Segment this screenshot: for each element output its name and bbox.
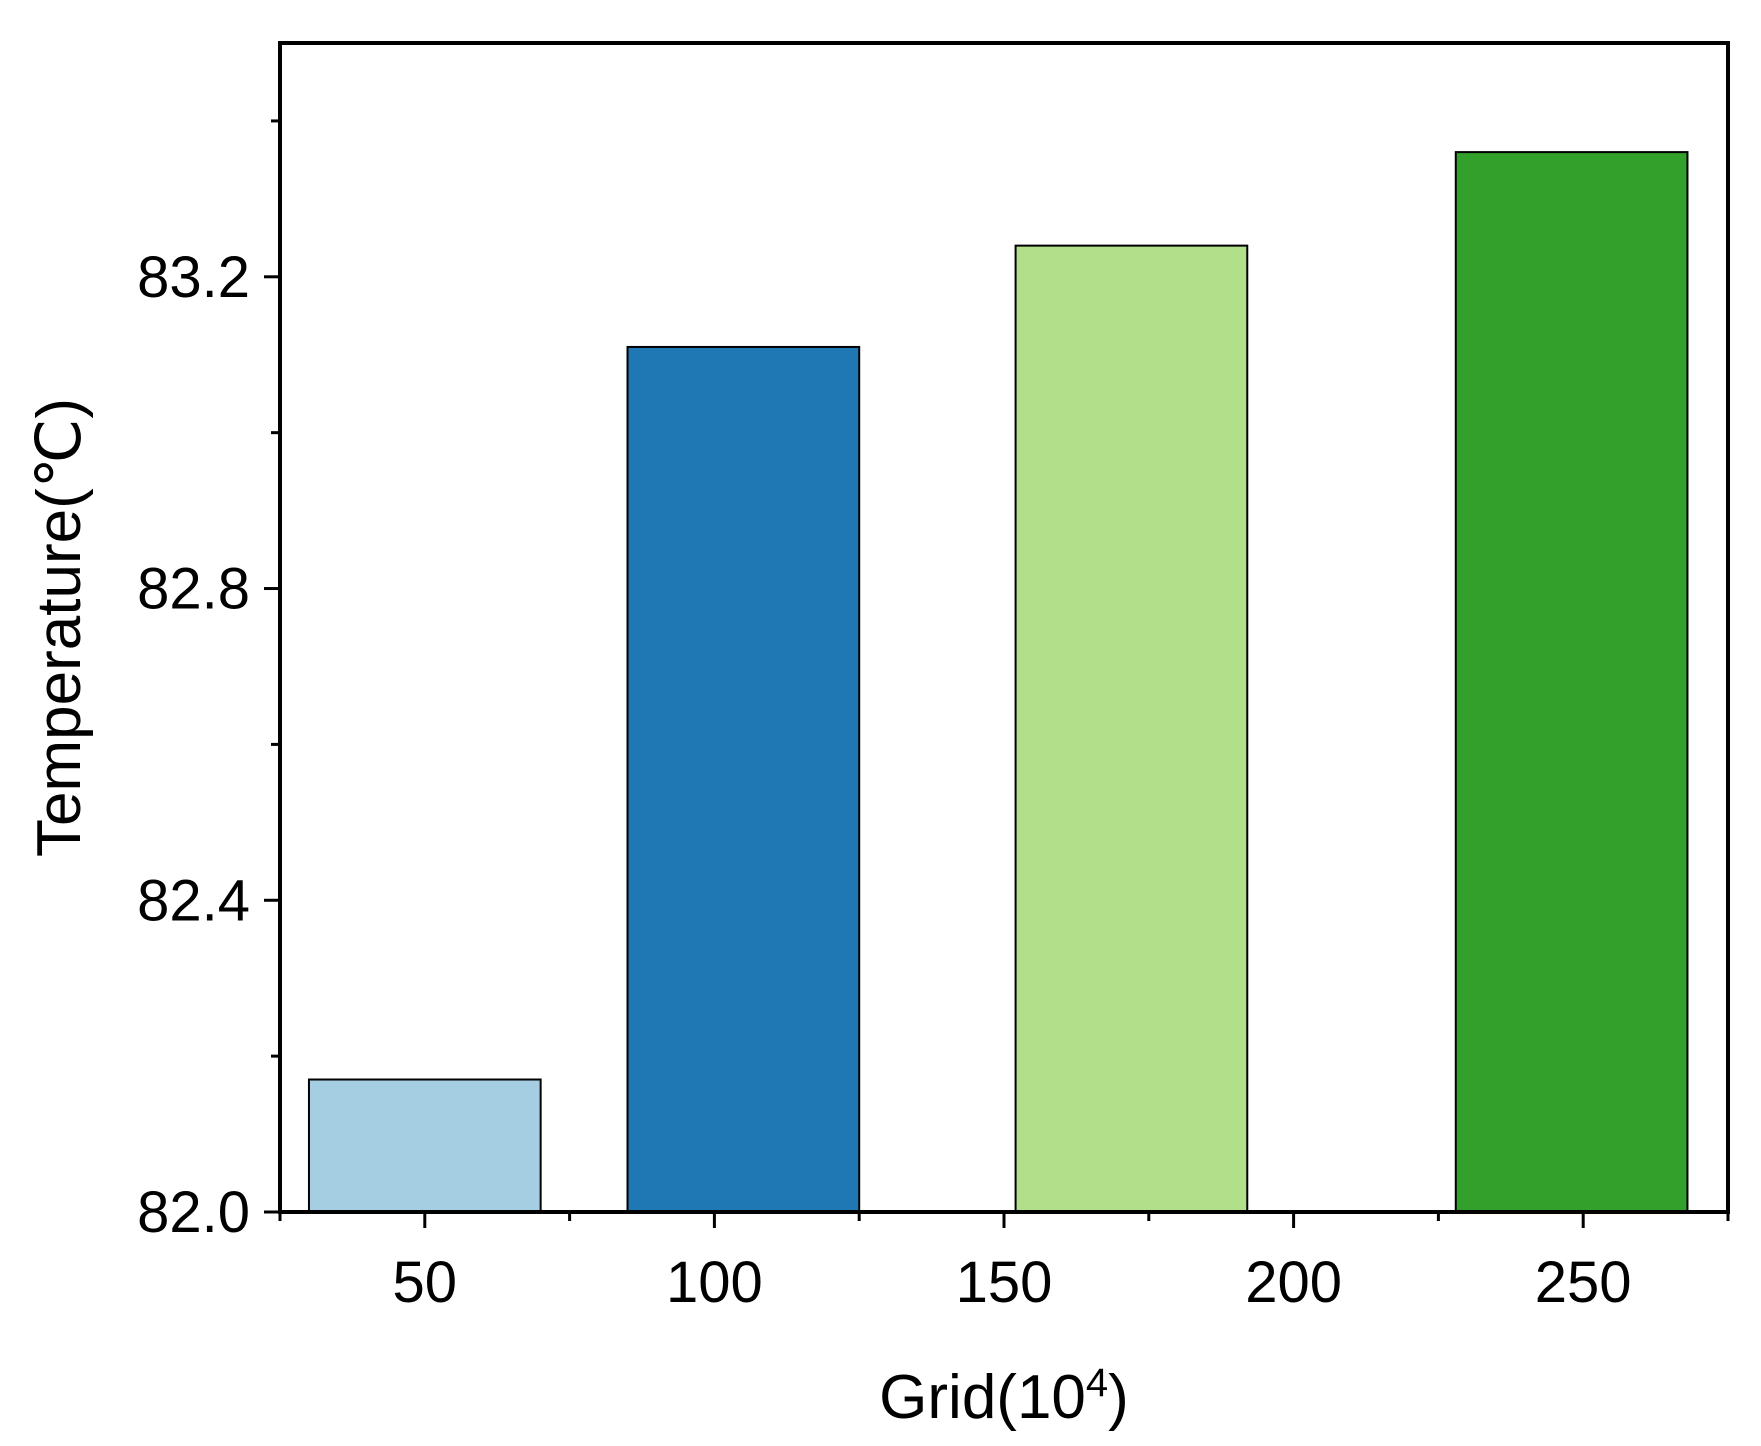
x-tick-label: 150 [956,1250,1053,1315]
y-tick-label: 83.2 [137,245,250,310]
bar-3 [1014,244,1249,1214]
x-axis-title-main: Grid(10 [879,1363,1086,1432]
x-tick-label: 250 [1535,1250,1632,1315]
bar-4 [1454,151,1689,1213]
x-axis-title-superscript: 4 [1086,1361,1108,1405]
x-axis-title: Grid(104) [879,1361,1129,1432]
x-tick-label: 50 [393,1250,458,1315]
y-tick-label: 82.4 [137,868,250,933]
y-tick-label: 82.8 [137,557,250,622]
bar-2 [626,345,861,1213]
bar-1 [307,1078,542,1213]
x-axis-title-suffix: ) [1108,1363,1129,1432]
bars-layer [307,151,1689,1214]
x-tick-label: 200 [1245,1250,1342,1315]
y-tick-label: 82.0 [137,1180,250,1245]
x-tick-label: 100 [666,1250,763,1315]
ticks-layer: 50 100 150 200 250 82.0 82.4 82.8 83.2 [137,119,1730,1315]
y-axis-title: Temperature(℃) [25,398,94,857]
